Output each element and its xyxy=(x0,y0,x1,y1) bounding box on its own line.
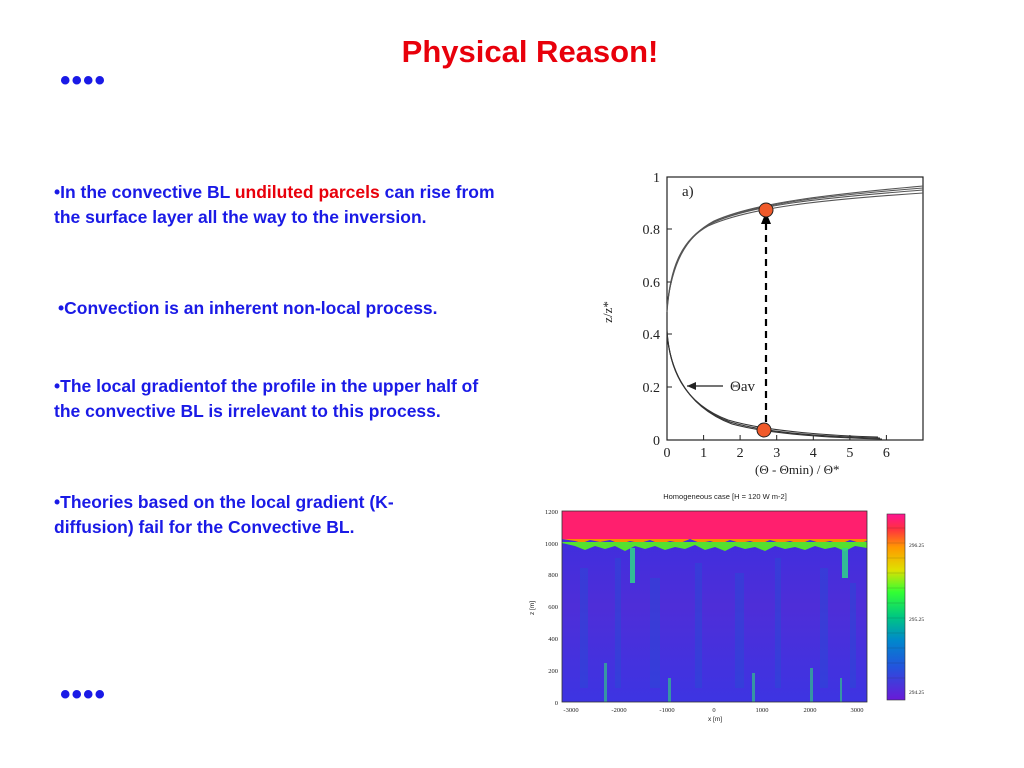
x-tick: 5 xyxy=(846,446,853,461)
y-tick: 800 xyxy=(548,572,558,579)
x-tick: 4 xyxy=(810,446,817,461)
parcel-bottom-marker xyxy=(756,422,772,438)
x-tick: -2000 xyxy=(611,707,626,714)
x-tick: 3 xyxy=(773,446,780,461)
bullet-1: •In the convective BL undiluted parcels … xyxy=(54,180,514,229)
dots-top: •••• xyxy=(60,64,107,97)
y-tick: 0.8 xyxy=(643,223,661,238)
x-tick: 1 xyxy=(700,446,707,461)
profile-x-label: (Θ - Θmin) / Θ* xyxy=(755,462,840,477)
les-contour-plot: Homogeneous case [H = 120 W m-2] 0 200 4… xyxy=(529,492,924,723)
bullet-1-pre: •In the convective BL xyxy=(54,182,235,202)
x-tick: -3000 xyxy=(563,707,578,714)
bullet-4: •Theories based on the local gradient (K… xyxy=(54,492,394,537)
y-tick: 0.2 xyxy=(643,381,661,396)
contour-title: Homogeneous case [H = 120 W m-2] xyxy=(663,492,787,501)
dots-bottom: •••• xyxy=(60,678,107,711)
x-tick: 0 xyxy=(712,707,715,714)
y-tick: 1000 xyxy=(545,541,558,548)
bullet-3: •The local gradientof the profile in the… xyxy=(54,376,479,421)
panel-label: a) xyxy=(682,184,694,200)
contour-y-label: z [m] xyxy=(529,601,536,615)
colorbar xyxy=(886,513,906,701)
bullet-2: •Convection is an inherent non-local pro… xyxy=(58,298,438,318)
colorbar-tick: 296.25 xyxy=(909,543,924,549)
y-tick: 0.4 xyxy=(643,328,661,343)
y-tick: 600 xyxy=(548,604,558,611)
y-tick: 400 xyxy=(548,636,558,643)
colorbar-tick: 295.25 xyxy=(909,617,924,623)
x-tick: 2000 xyxy=(804,707,817,714)
slide-title: Physical Reason! xyxy=(401,34,659,69)
bullet-1-highlight: undiluted parcels xyxy=(234,182,380,202)
bullet-1-post: can rise from the surface layer all the … xyxy=(54,182,495,227)
y-tick: 0.6 xyxy=(643,276,661,291)
contour-x-label: x [m] xyxy=(708,716,722,723)
profile-plot: 0 1 2 3 4 5 6 0 0.2 0.4 0.6 0.8 1 a) z/z… xyxy=(600,171,924,461)
y-tick: 0 xyxy=(653,434,660,449)
y-axis-label: z/z* xyxy=(600,301,615,323)
y-tick: 200 xyxy=(548,668,558,675)
x-tick: 3000 xyxy=(851,707,864,714)
y-tick: 1 xyxy=(653,171,660,186)
x-tick: 6 xyxy=(883,446,890,461)
theta-av-label: Θav xyxy=(730,379,755,395)
x-tick: 2 xyxy=(737,446,744,461)
x-tick: 0 xyxy=(664,446,671,461)
colorbar-tick: 294.25 xyxy=(909,690,924,696)
x-tick: -1000 xyxy=(659,707,674,714)
y-tick: 1200 xyxy=(545,509,558,516)
parcel-top-marker xyxy=(758,202,774,218)
x-tick: 1000 xyxy=(756,707,769,714)
y-tick: 0 xyxy=(555,700,558,707)
